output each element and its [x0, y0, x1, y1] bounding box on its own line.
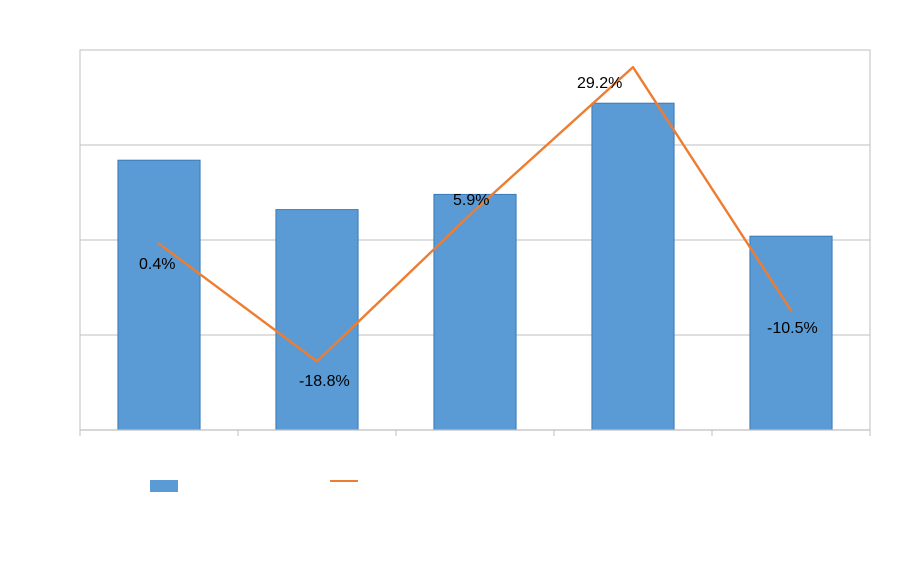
combo-chart: 0.4%-18.8%5.9%29.2%-10.5% [0, 0, 912, 563]
bar [434, 194, 516, 430]
bar [118, 160, 200, 430]
chart-svg [0, 0, 912, 563]
bar [276, 210, 358, 430]
legend-line-swatch [330, 480, 358, 482]
bar [592, 103, 674, 430]
legend-bar-swatch [150, 480, 178, 492]
legend-item-line [330, 480, 366, 482]
legend-item-bar [150, 480, 186, 492]
